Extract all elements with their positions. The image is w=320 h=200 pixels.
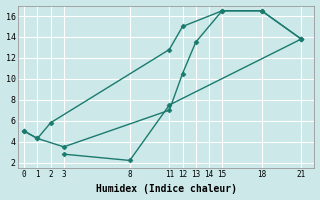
X-axis label: Humidex (Indice chaleur): Humidex (Indice chaleur) (96, 184, 236, 194)
